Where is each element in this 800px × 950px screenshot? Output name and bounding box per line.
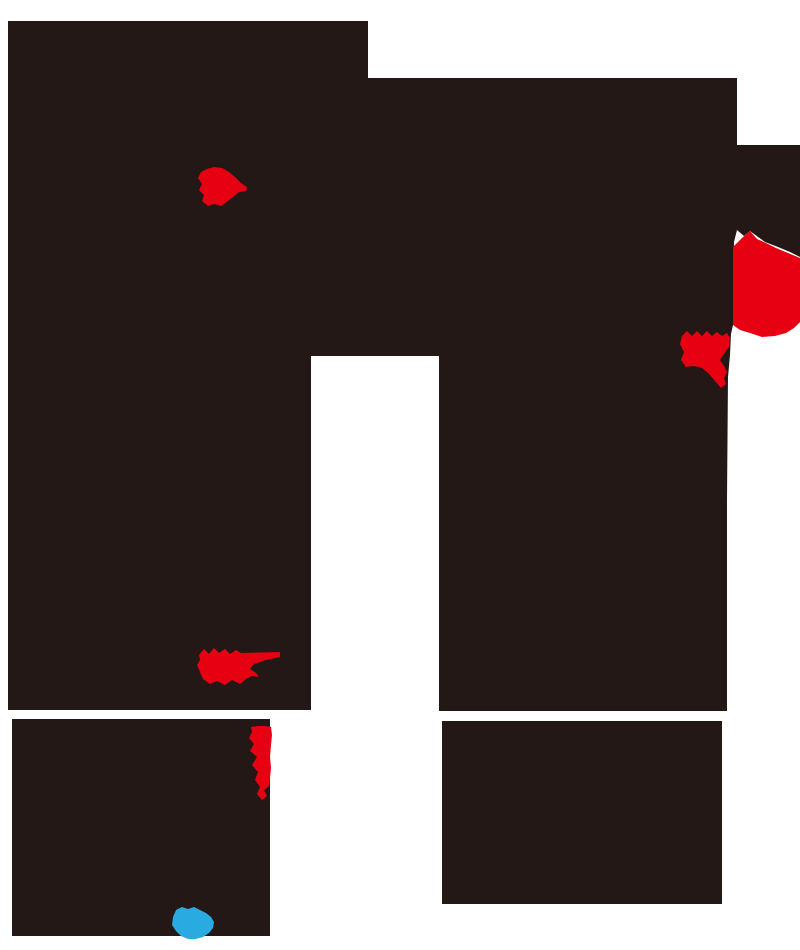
red-region-upper-left: [198, 167, 247, 206]
blue-region-bottom-panel: [172, 907, 214, 939]
land-bottom-left-block: [12, 719, 270, 936]
red-region-right-edge-small: [680, 331, 730, 388]
land-main-mass: [8, 21, 800, 711]
red-region-lower-left: [197, 648, 280, 685]
red-region-bottom-panel-strip: [249, 726, 272, 800]
land-bottom-right-block: [442, 721, 722, 904]
red-region-right-edge-large: [733, 231, 800, 337]
